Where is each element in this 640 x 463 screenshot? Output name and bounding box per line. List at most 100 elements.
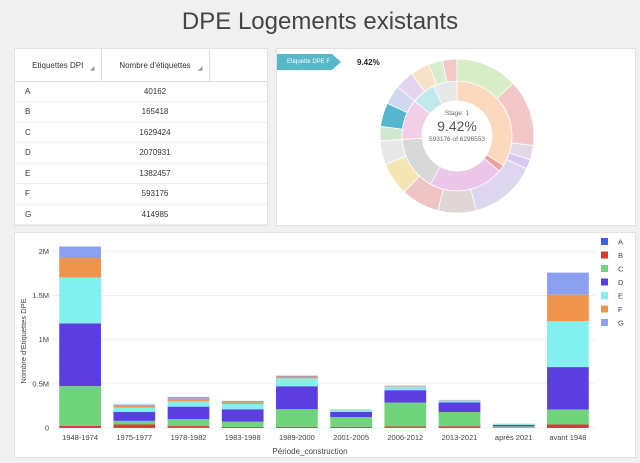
bar-segment[interactable] — [330, 417, 372, 427]
bar-segment[interactable] — [167, 396, 210, 399]
bar-segment[interactable] — [384, 385, 427, 387]
legend-label[interactable]: D — [618, 278, 624, 287]
bar-segment[interactable] — [113, 424, 156, 428]
bar-segment[interactable] — [384, 386, 427, 391]
bar-segment[interactable] — [492, 424, 535, 425]
column-header-nombre[interactable]: Nombre d'étiquettes ◢ — [101, 49, 210, 82]
legend-label[interactable]: B — [618, 251, 623, 260]
sunburst-center-stage: Stage: 1 — [445, 110, 470, 117]
y-tick-label: 1.5M — [32, 291, 49, 300]
legend-label[interactable]: C — [618, 265, 624, 274]
sort-icon[interactable]: ◢ — [197, 66, 203, 72]
bar-segment[interactable] — [276, 386, 318, 410]
bar-segment[interactable] — [438, 427, 481, 428]
y-tick-label: 2M — [39, 247, 49, 256]
legend-swatch[interactable] — [601, 319, 608, 326]
dpe-table: Etiquettes DPI ◢ Nombre d'étiquettes ◢ A… — [15, 49, 267, 225]
sunburst-center-percent: 9.42% — [437, 118, 477, 134]
row-value: 593176 — [141, 189, 169, 199]
bar-segment[interactable] — [547, 424, 589, 428]
bar-segment[interactable] — [276, 375, 318, 377]
legend-label[interactable]: E — [618, 292, 623, 301]
bar-segment[interactable] — [59, 425, 101, 428]
bar-segment[interactable] — [330, 411, 372, 418]
sunburst-outer-segment[interactable] — [437, 188, 477, 214]
bar-segment[interactable] — [59, 386, 101, 426]
bar-segment[interactable] — [384, 426, 427, 428]
sunburst-breadcrumb[interactable]: Etiquette DPE F — [277, 54, 341, 70]
row-value: 165418 — [141, 107, 169, 117]
bar-segment[interactable] — [221, 426, 264, 428]
row-value: 2070931 — [139, 148, 171, 158]
sort-icon[interactable]: ◢ — [89, 66, 95, 72]
bar-segment[interactable] — [547, 367, 589, 410]
bar-segment[interactable] — [221, 409, 264, 422]
bar-segment[interactable] — [276, 426, 318, 428]
bar-segment[interactable] — [167, 426, 210, 428]
legend-swatch[interactable] — [601, 265, 608, 272]
row-value: 1629424 — [139, 127, 171, 137]
row-value: 1382457 — [139, 168, 171, 178]
bar-segment[interactable] — [276, 376, 318, 379]
legend-swatch[interactable] — [601, 292, 608, 299]
y-tick-label: 0 — [45, 424, 49, 433]
bar-segment[interactable] — [221, 402, 264, 404]
bar-segment[interactable] — [167, 398, 210, 402]
column-header-empty — [209, 49, 267, 82]
bar-segment[interactable] — [59, 246, 101, 259]
bar-segment[interactable] — [492, 426, 535, 428]
bar-segment[interactable] — [330, 410, 372, 412]
bar-segment[interactable] — [384, 427, 427, 428]
bar-segment[interactable] — [221, 403, 264, 410]
bar-segment[interactable] — [276, 409, 318, 427]
bar-segment[interactable] — [113, 405, 156, 408]
legend-label[interactable]: G — [618, 319, 624, 328]
bar-chart-panel: 0 0.5M 1M 1.5M 2M 1948-1974 1975-1977 1978-198… — [14, 232, 636, 458]
legend-label[interactable]: A — [618, 238, 623, 247]
bar-segment[interactable] — [438, 412, 481, 427]
table-row: F 593176 — [15, 184, 267, 204]
legend-swatch[interactable] — [601, 251, 608, 259]
legend-swatch[interactable] — [601, 238, 608, 245]
y-tick-label: 1M — [39, 335, 49, 344]
row-label: B — [25, 107, 31, 117]
x-tick-label: 1983-1988 — [225, 433, 261, 442]
bar-segment[interactable] — [438, 400, 481, 403]
bar-segment[interactable] — [547, 294, 589, 322]
legend-swatch[interactable] — [601, 278, 608, 286]
bar-segment[interactable] — [438, 402, 481, 413]
legend-swatch[interactable] — [601, 305, 608, 313]
bar-segment[interactable] — [167, 406, 210, 419]
table-row: G 414985 — [15, 204, 267, 225]
bar-segment[interactable] — [384, 390, 427, 403]
bar-segment[interactable] — [167, 401, 210, 407]
bar-segment[interactable] — [547, 409, 589, 425]
bar-segment[interactable] — [59, 277, 101, 324]
sunburst-chart[interactable]: Stage: 1 9.42% 593176 of 6296553 — [277, 49, 637, 227]
x-tick-label: 1989-2000 — [279, 433, 315, 442]
bar-segment[interactable] — [113, 412, 156, 421]
bar-segment[interactable] — [113, 420, 156, 425]
bar-segment[interactable] — [547, 272, 589, 295]
bar-segment[interactable] — [492, 424, 535, 427]
bar-segment[interactable] — [276, 378, 318, 387]
x-tick-label: 1975-1977 — [116, 433, 152, 442]
column-header-etiquettes[interactable]: Etiquettes DPI ◢ — [15, 49, 102, 82]
bar-segment[interactable] — [384, 402, 427, 427]
legend-label[interactable]: F — [618, 305, 623, 314]
bar-segment[interactable] — [113, 404, 156, 406]
bar-segment[interactable] — [59, 323, 101, 387]
bar-segment[interactable] — [438, 426, 481, 428]
x-tick-label: 2013-2021 — [442, 433, 478, 442]
bar-segment[interactable] — [330, 426, 372, 428]
bar-segment[interactable] — [113, 407, 156, 413]
bar-segment[interactable] — [167, 418, 210, 427]
x-tick-label: 2001-2005 — [333, 433, 369, 442]
bar-segment[interactable] — [221, 421, 264, 427]
bar-segment[interactable] — [547, 321, 589, 368]
row-label: F — [25, 189, 30, 199]
bar-segment[interactable] — [221, 400, 264, 403]
sunburst-outer-segment[interactable] — [442, 58, 458, 83]
sunburst-center-count: 593176 of 6296553 — [429, 136, 485, 143]
bar-segment[interactable] — [59, 258, 101, 278]
